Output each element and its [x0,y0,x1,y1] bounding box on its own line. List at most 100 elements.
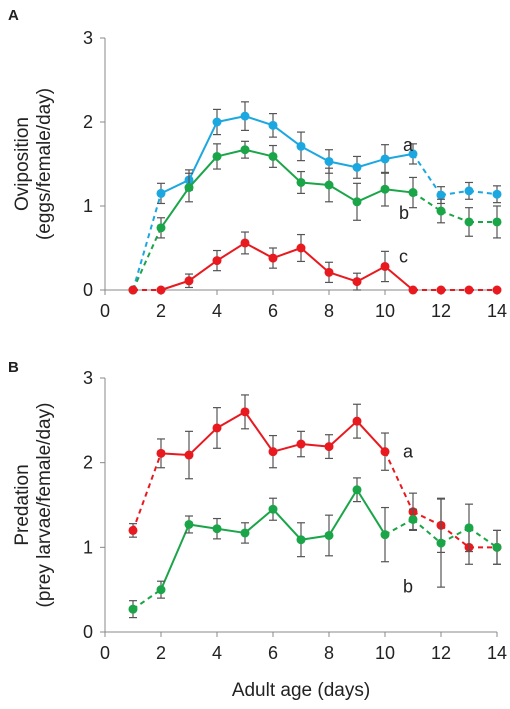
data-point [296,177,306,187]
series-line-segment [244,508,274,534]
data-point [352,162,362,172]
x-axis-label: Adult age (days) [232,680,370,701]
y-axis-label: Oviposition [12,117,33,211]
y-axis-label: Predation [12,464,33,545]
x-tick-label: 4 [212,643,222,663]
series-line-segment [328,271,358,283]
series-line-segment [300,145,330,163]
data-point [324,267,334,277]
series-line-segment [440,210,470,223]
data-point [352,197,362,207]
series-line-segment [188,259,218,282]
significance-letter: b [399,203,409,223]
data-point [268,151,278,161]
series-line-segment [356,188,386,203]
data-point [492,189,502,199]
series-line-segment [272,508,302,541]
series-line-segment [216,410,246,429]
data-point [436,190,446,200]
series-line-segment [412,518,442,544]
data-point [324,156,334,166]
data-point [212,423,222,433]
series-line-segment [160,179,190,195]
data-point [156,285,166,295]
series-line-segment [188,155,218,189]
series-line-segment [356,489,386,536]
series-line-segment [356,265,386,283]
data-point [212,151,222,161]
data-point [352,416,362,426]
series-line-segment [244,242,274,259]
series-line-segment [384,265,414,291]
series-line-segment [300,181,330,186]
series-line-segment [272,124,302,148]
series-line-segment [188,427,218,456]
series-1: b [128,140,502,295]
data-point [380,530,390,540]
series-line-segment [132,227,162,291]
data-point [492,217,502,227]
significance-letter: c [399,246,408,266]
data-point [408,514,418,524]
x-tick-label: 0 [100,643,110,663]
series-line-segment [384,451,414,513]
data-point [156,585,166,595]
series-line-segment [132,588,162,610]
series-line-segment [160,452,190,457]
series-line-segment [272,443,302,453]
x-tick-label: 12 [431,643,451,663]
data-point [464,285,474,295]
data-point [156,188,166,198]
data-point [212,524,222,534]
data-point [380,184,390,194]
x-tick-label: 10 [375,301,395,321]
x-tick-label: 14 [487,643,507,663]
y-axis-label-units: (prey larvae/female/day) [34,403,55,608]
series-line-segment [216,148,246,158]
x-tick-label: 8 [324,643,334,663]
data-point [324,530,334,540]
x-tick-label: 2 [156,643,166,663]
data-point [408,149,418,159]
data-point [408,188,418,198]
x-tick-label: 0 [100,301,110,321]
y-axis-label-units: (eggs/female/day) [34,88,55,240]
y-tick-label: 2 [83,112,93,132]
data-point [352,485,362,495]
x-tick-label: 2 [156,301,166,321]
series-line-segment [216,115,246,123]
data-point [156,448,166,458]
data-point [492,542,502,552]
series-line-segment [272,247,302,260]
significance-letter: a [403,135,414,155]
series-line-segment [328,489,358,537]
x-tick-label: 14 [487,301,507,321]
data-point [240,111,250,121]
series-line-segment [468,189,498,196]
data-point [380,261,390,271]
data-point [240,145,250,155]
y-tick-label: 0 [83,622,93,642]
series-line-segment [384,518,414,536]
panel-label: A [8,7,19,24]
data-point [128,604,138,614]
significance-letter: b [403,577,413,597]
data-point [436,538,446,548]
data-point [296,141,306,151]
data-point [464,523,474,533]
y-tick-label: 1 [83,537,93,557]
series-line-segment [216,527,246,534]
series-line-segment [216,242,246,262]
x-tick-label: 6 [268,643,278,663]
data-point [352,277,362,287]
panel-label: B [8,359,19,376]
y-tick-label: 1 [83,196,93,216]
data-point [324,180,334,190]
data-point [184,276,194,286]
series-line-segment [160,186,190,229]
series-0: a [128,394,502,565]
series-line-segment [328,160,358,169]
data-point [296,535,306,545]
series-line-segment [188,121,218,181]
